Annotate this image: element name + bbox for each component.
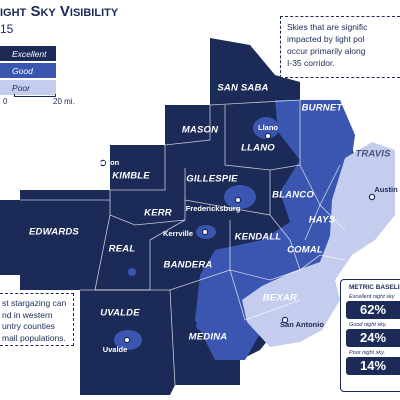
county-line: [319, 164, 346, 231]
county-label: BANDERA: [164, 260, 213, 271]
county-label: BEXAR: [263, 293, 297, 304]
region-good: [128, 268, 136, 276]
region-good: [195, 100, 355, 360]
county-line: [209, 99, 301, 106]
county-line: [299, 254, 346, 271]
county-label: MASON: [182, 125, 219, 136]
city-label: San Antonio: [280, 320, 324, 329]
county-label: MEDINA: [189, 332, 228, 343]
county-line: [184, 168, 271, 216]
legend-item: Excellent: [0, 46, 56, 61]
scale-start: 0: [3, 97, 8, 106]
county-label: REAL: [109, 244, 136, 255]
county-label: BURNET: [302, 103, 344, 114]
city-marker: [234, 196, 242, 204]
city-label: Kerrville: [163, 229, 193, 238]
county-label: SAN SABA: [217, 83, 268, 94]
metric-label: Good night sky,: [349, 322, 387, 328]
metric-label: Poor night sky,: [349, 350, 385, 356]
county-line: [110, 145, 166, 191]
legend-item: Good: [0, 63, 56, 78]
region-good: [196, 322, 204, 330]
county-line: [229, 214, 301, 281]
metric-title: METRIC BASELIN: [349, 284, 400, 291]
city-label: Junction: [88, 158, 120, 167]
legend-label: Excellent: [12, 48, 47, 59]
county-label: GILLESPIE: [186, 174, 238, 185]
callout-left: st stargazing can nd in western untry coun…: [0, 293, 74, 346]
metric-panel: METRIC BASELIN Excellent night sky 62% Goo…: [340, 279, 400, 392]
callout-line: nd in western: [2, 309, 53, 320]
city-marker: [264, 132, 272, 140]
county-label: BLANCO: [272, 190, 314, 201]
callout-line: Skies that are signific: [287, 22, 368, 32]
callout-line: I-35 corridor.: [287, 58, 335, 68]
county-label: KIMBLE: [112, 171, 150, 182]
callout-line: impacted by light pol: [287, 34, 365, 44]
scale-end: 20 mi.: [53, 97, 75, 106]
scale-line: [14, 94, 56, 97]
callout-line: st stargazing can: [2, 298, 67, 308]
county-line: [164, 105, 211, 146]
county-label: TRAVIS: [355, 149, 391, 160]
county-label: KENDALL: [235, 232, 282, 243]
legend: Excellent Good Poor: [0, 46, 56, 97]
region-good: [224, 185, 256, 209]
city-label: Fredericksburg: [186, 204, 241, 213]
county-line: [109, 200, 186, 226]
county-line: [229, 269, 301, 321]
legend-label: Good: [12, 65, 33, 76]
city-marker: [201, 228, 209, 236]
callout-line: mall populations.: [2, 332, 66, 343]
county-label: EDWARDS: [29, 227, 79, 238]
city-marker: [281, 316, 289, 324]
county-label: LLANO: [241, 143, 275, 154]
metric-value: 14%: [346, 357, 400, 375]
legend-label: Poor: [12, 82, 30, 93]
title: ight Sky Visibility: [0, 3, 119, 20]
city-marker: [99, 159, 107, 167]
county-line: [169, 269, 231, 291]
region-poor: [242, 142, 395, 347]
metric-label: Excellent night sky: [349, 294, 395, 300]
city-label: Austin: [374, 185, 398, 194]
callout-right: Skies that are signific impacted by light…: [280, 16, 400, 78]
city-marker: [368, 193, 376, 201]
county-lines: [20, 99, 346, 386]
metric-value: 62%: [346, 301, 400, 319]
metric-value: 24%: [346, 329, 400, 347]
city-label: Uvalde: [103, 345, 128, 354]
callout-line: occur primarily along: [287, 46, 366, 56]
county-label: KERR: [144, 208, 172, 219]
city-label: Llano: [258, 123, 278, 132]
city-marker: [123, 336, 131, 344]
county-label: COMAL: [287, 245, 323, 256]
map-labels: SAN SABA BURNET MASON LLANO TRAVIS KIMBLE GILL…: [29, 83, 398, 354]
callout-line: untry counties: [2, 321, 55, 331]
county-label: HAYS: [309, 215, 336, 226]
scale-bar: 0 20 mi.: [0, 92, 80, 110]
county-label: UVALDE: [100, 308, 140, 319]
region-good: [253, 117, 279, 139]
subtitle: 15: [0, 22, 14, 36]
legend-item: Poor: [0, 80, 56, 95]
